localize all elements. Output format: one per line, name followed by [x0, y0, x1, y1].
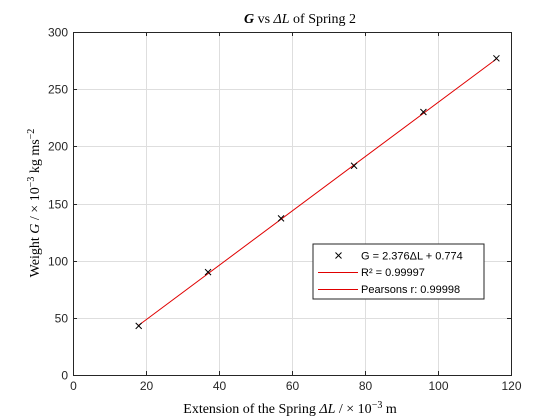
x-tick-label: 20	[140, 379, 154, 393]
x-axis-label-post: / × 10	[335, 402, 371, 417]
y-axis-label-symbol: G	[28, 224, 43, 234]
data-point-x-marker	[204, 268, 212, 276]
x-axis-label-unit: m	[382, 402, 397, 417]
y-tick-label: 200	[48, 140, 68, 154]
y-axis-label-exponent: −3	[26, 177, 37, 188]
data-point-x-marker	[277, 215, 285, 222]
data-point-x-marker	[420, 108, 427, 116]
y-tick-label: 50	[55, 312, 69, 326]
y-axis-label-post: / × 10	[28, 187, 43, 223]
y-tick-label: 100	[48, 255, 68, 269]
data-point-x-marker	[493, 54, 500, 62]
data-point-x-marker	[350, 162, 358, 170]
y-axis-label-unit-exponent: −2	[26, 129, 37, 140]
x-tick-labels: 0 20 40 60 80 100 120	[70, 379, 522, 393]
title-vs: vs	[254, 12, 273, 27]
x-tick-label: 120	[501, 379, 521, 393]
legend-entry-r2: R² = 0.99997	[318, 267, 425, 279]
title-tail: of Spring 2	[290, 12, 357, 27]
x-axis-label-exponent: −3	[372, 400, 383, 411]
y-axis-label: Weight G / × 10−3 kg ms−2	[26, 129, 44, 278]
y-tick-label: 300	[48, 26, 68, 40]
y-axis-label-unit: kg ms	[28, 139, 43, 176]
x-tick-label: 0	[70, 379, 77, 393]
series-layer	[135, 54, 500, 330]
legend-entry-pearson-label: Pearsons r: 0.99998	[361, 284, 460, 296]
legend-entry-fit-label: G = 2.376ΔL + 0.774	[361, 251, 463, 263]
y-tick-label: 0	[61, 369, 68, 383]
y-tick-label: 150	[48, 198, 68, 212]
x-axis-label-symbol: ΔL	[318, 402, 335, 417]
y-axis-label-pre: Weight	[28, 234, 43, 278]
x-tick-label: 40	[213, 379, 227, 393]
data-point-x-marker	[135, 322, 143, 330]
y-tick-label: 250	[48, 83, 68, 97]
x-tick-label: 60	[286, 379, 300, 393]
y-tick-labels: 0 50 100 150 200 250 300	[48, 26, 68, 383]
x-axis-label-pre: Extension of the Spring	[183, 402, 319, 417]
axes	[73, 32, 512, 376]
chart-title: G vs ΔL of Spring 2	[244, 12, 356, 27]
title-symbol-delta-l: ΔL	[273, 12, 290, 27]
x-axis-label: Extension of the Spring ΔL / × 10−3 m	[183, 400, 397, 418]
x-tick-label: 80	[359, 379, 373, 393]
title-symbol-g: G	[244, 12, 254, 27]
legend: G = 2.376ΔL + 0.774 R² = 0.99997 Pearson…	[312, 243, 485, 300]
legend-entry-pearson: Pearsons r: 0.99998	[318, 284, 460, 296]
x-tick-label: 100	[428, 379, 448, 393]
legend-entry-fit: G = 2.376ΔL + 0.774	[335, 251, 463, 263]
legend-x-marker-icon	[335, 252, 342, 259]
fit-line	[138, 58, 497, 326]
legend-entry-r2-label: R² = 0.99997	[361, 267, 425, 279]
